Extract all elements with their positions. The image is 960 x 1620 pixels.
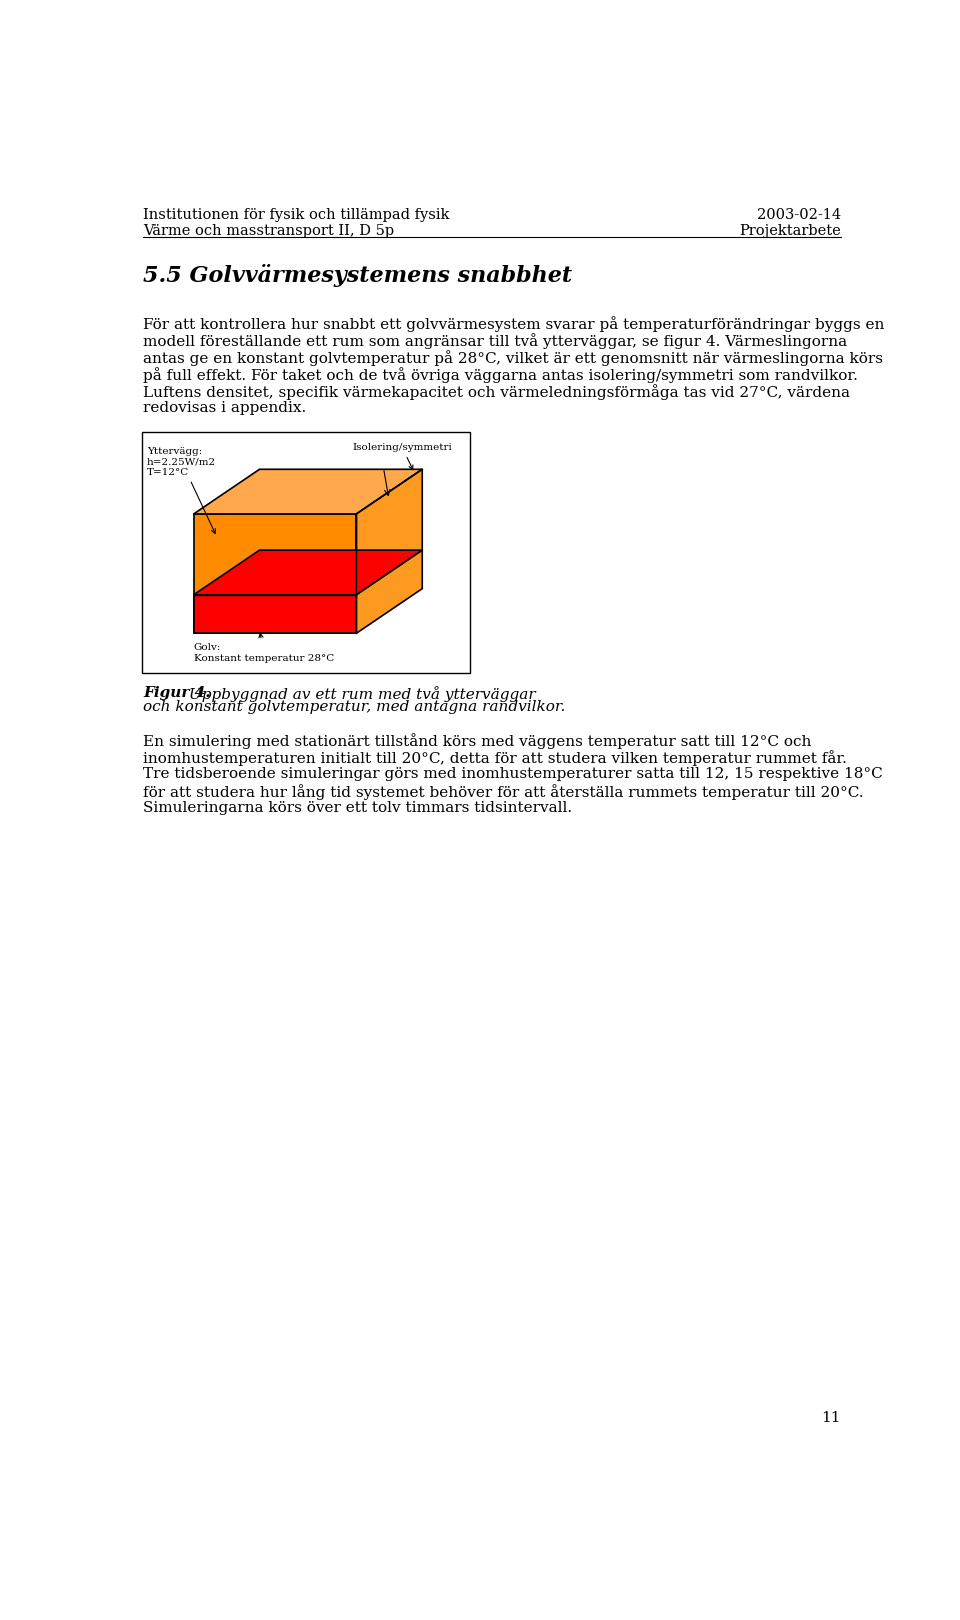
Text: Yttervägg:
h=2.25W/m2
T=12°C: Yttervägg: h=2.25W/m2 T=12°C <box>147 447 216 533</box>
Text: Figur 4.: Figur 4. <box>143 685 211 700</box>
Text: på full effekt. För taket och de två övriga väggarna antas isolering/symmetri so: på full effekt. För taket och de två övr… <box>143 366 858 382</box>
Text: Institutionen för fysik och tillämpad fysik: Institutionen för fysik och tillämpad fy… <box>143 209 449 222</box>
Polygon shape <box>356 470 422 633</box>
Polygon shape <box>194 514 356 633</box>
Text: 5.5 Golvvärmesystemens snabbhet: 5.5 Golvvärmesystemens snabbhet <box>143 264 572 287</box>
Text: Simuleringarna körs över ett tolv timmars tidsintervall.: Simuleringarna körs över ett tolv timmar… <box>143 802 572 815</box>
Text: Uppbyggnad av ett rum med två ytterväggar: Uppbyggnad av ett rum med två yttervägga… <box>183 685 535 701</box>
Text: för att studera hur lång tid systemet behöver för att återställa rummets tempera: för att studera hur lång tid systemet be… <box>143 784 864 800</box>
Text: Värme och masstransport II, D 5p: Värme och masstransport II, D 5p <box>143 224 395 238</box>
Text: 11: 11 <box>821 1411 841 1426</box>
Text: Projektarbete: Projektarbete <box>739 224 841 238</box>
Polygon shape <box>194 551 422 595</box>
Text: inomhustemperaturen initialt till 20°C, detta för att studera vilken temperatur : inomhustemperaturen initialt till 20°C, … <box>143 750 847 766</box>
Polygon shape <box>194 595 356 633</box>
Text: Golv:
Konstant temperatur 28°C: Golv: Konstant temperatur 28°C <box>194 633 334 663</box>
Text: 2003-02-14: 2003-02-14 <box>756 209 841 222</box>
Text: Isolering/symmetri: Isolering/symmetri <box>352 444 452 470</box>
Text: redovisas i appendix.: redovisas i appendix. <box>143 400 306 415</box>
Text: antas ge en konstant golvtemperatur på 28°C, vilket är ett genomsnitt när värmes: antas ge en konstant golvtemperatur på 2… <box>143 350 883 366</box>
Polygon shape <box>194 470 422 514</box>
Text: För att kontrollera hur snabbt ett golvvärmesystem svarar på temperaturförändrin: För att kontrollera hur snabbt ett golvv… <box>143 316 884 332</box>
Text: En simulering med stationärt tillstånd körs med väggens temperatur satt till 12°: En simulering med stationärt tillstånd k… <box>143 734 811 750</box>
Text: Luftens densitet, specifik värmekapacitet och värmeledningsförmåga tas vid 27°C,: Luftens densitet, specifik värmekapacite… <box>143 384 851 400</box>
Text: modell föreställande ett rum som angränsar till två ytterväggar, se figur 4. Vär: modell föreställande ett rum som angräns… <box>143 334 848 348</box>
Text: och konstant golvtemperatur, med antagna randvilkor.: och konstant golvtemperatur, med antagna… <box>143 700 565 714</box>
Bar <box>142 431 470 674</box>
Text: Tre tidsberoende simuleringar görs med inomhustemperaturer satta till 12, 15 res: Tre tidsberoende simuleringar görs med i… <box>143 768 883 781</box>
